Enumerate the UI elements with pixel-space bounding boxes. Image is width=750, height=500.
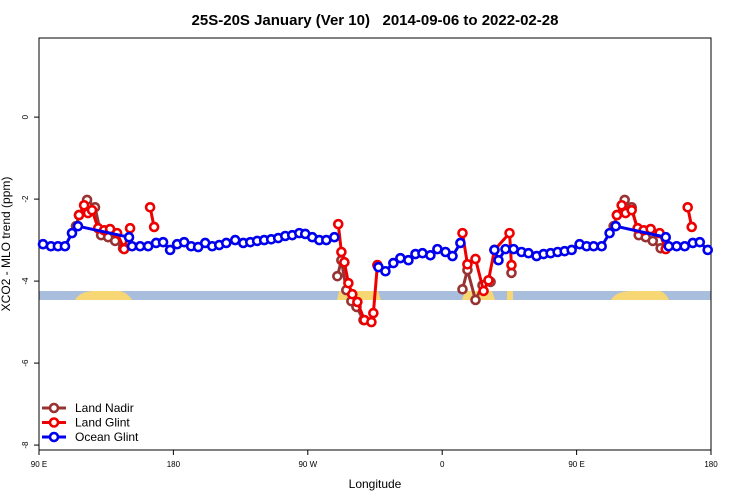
- data-point: [86, 204, 98, 216]
- y-tick-label: -6: [21, 359, 30, 367]
- y-tick-label: -8: [21, 441, 30, 449]
- data-point: [610, 220, 622, 232]
- data-point: [332, 270, 343, 282]
- data-point: [455, 237, 466, 249]
- land-patch: [611, 291, 669, 300]
- data-point: [457, 283, 468, 295]
- data-point: [403, 254, 414, 266]
- data-point: [59, 240, 71, 252]
- data-point: [682, 202, 694, 213]
- data-point: [343, 277, 354, 289]
- x-tick-label: 90 E: [568, 460, 584, 469]
- data-point: [123, 231, 135, 243]
- data-point: [329, 231, 340, 243]
- legend-label: Ocean Glint: [75, 430, 139, 444]
- data-point: [347, 288, 358, 300]
- data-point: [686, 221, 698, 233]
- legend-marker: [48, 417, 60, 428]
- data-point: [395, 252, 406, 264]
- data-point: [157, 236, 169, 248]
- data-point: [616, 199, 627, 211]
- data-point: [483, 274, 494, 286]
- y-axis-label: XCO2 - MLO trend (ppm): [0, 177, 13, 312]
- data-point: [368, 307, 379, 319]
- data-point: [339, 256, 350, 268]
- data-point: [124, 222, 136, 234]
- legend-label: Land Glint: [75, 416, 130, 430]
- data-point: [72, 220, 84, 232]
- y-tick-label: -2: [21, 195, 30, 203]
- x-tick-label: 180: [167, 460, 181, 469]
- x-axis-label: Longitude: [349, 477, 402, 491]
- series-line: [77, 203, 694, 324]
- data-point: [457, 227, 468, 239]
- chart-title: 25S-20S January (Ver 10) 2014-09-06 to 2…: [192, 12, 559, 29]
- land-patch: [507, 291, 513, 300]
- data-point: [647, 235, 659, 247]
- data-point: [660, 231, 672, 243]
- data-point: [611, 209, 623, 221]
- data-point: [702, 244, 714, 256]
- x-tick-label: 90 E: [31, 460, 47, 469]
- data-point: [332, 218, 344, 230]
- data-point: [506, 259, 517, 271]
- data-point: [73, 209, 85, 221]
- data-point: [694, 236, 706, 248]
- data-point: [336, 246, 347, 258]
- data-point: [388, 257, 399, 269]
- data-point: [626, 204, 638, 216]
- data-point: [164, 244, 176, 256]
- y-tick-label: -4: [21, 277, 30, 285]
- data-point: [447, 250, 458, 262]
- data-point: [470, 294, 481, 306]
- data-point: [596, 240, 607, 252]
- series-line: [74, 198, 662, 321]
- data-point: [489, 244, 500, 256]
- data-point: [462, 258, 473, 270]
- data-point: [144, 202, 156, 213]
- data-point: [78, 199, 90, 211]
- data-point: [380, 265, 391, 277]
- data-point: [566, 244, 577, 256]
- x-tick-label: 180: [704, 460, 718, 469]
- data-point: [604, 227, 615, 239]
- x-tick-label: 0: [440, 460, 445, 469]
- plot-area: 90 E 180 90 W 0 90 E 180 0 -2 -4 -6 -8 Land NadirLa…: [21, 114, 718, 469]
- data-point: [366, 316, 377, 328]
- x-tick-label: 90 W: [298, 460, 317, 469]
- data-point: [148, 221, 160, 233]
- data-point: [504, 227, 515, 239]
- y-tick-label: 0: [21, 114, 30, 119]
- data-point: [425, 249, 436, 261]
- legend-marker: [48, 402, 60, 414]
- data-point: [470, 253, 481, 265]
- data-point: [493, 254, 504, 266]
- data-point: [66, 227, 78, 239]
- data-point: [478, 285, 489, 297]
- data-point: [352, 296, 363, 308]
- data-point: [220, 237, 232, 249]
- legend-marker: [48, 431, 60, 443]
- legend-label: Land Nadir: [75, 401, 134, 415]
- land-patch: [75, 291, 132, 300]
